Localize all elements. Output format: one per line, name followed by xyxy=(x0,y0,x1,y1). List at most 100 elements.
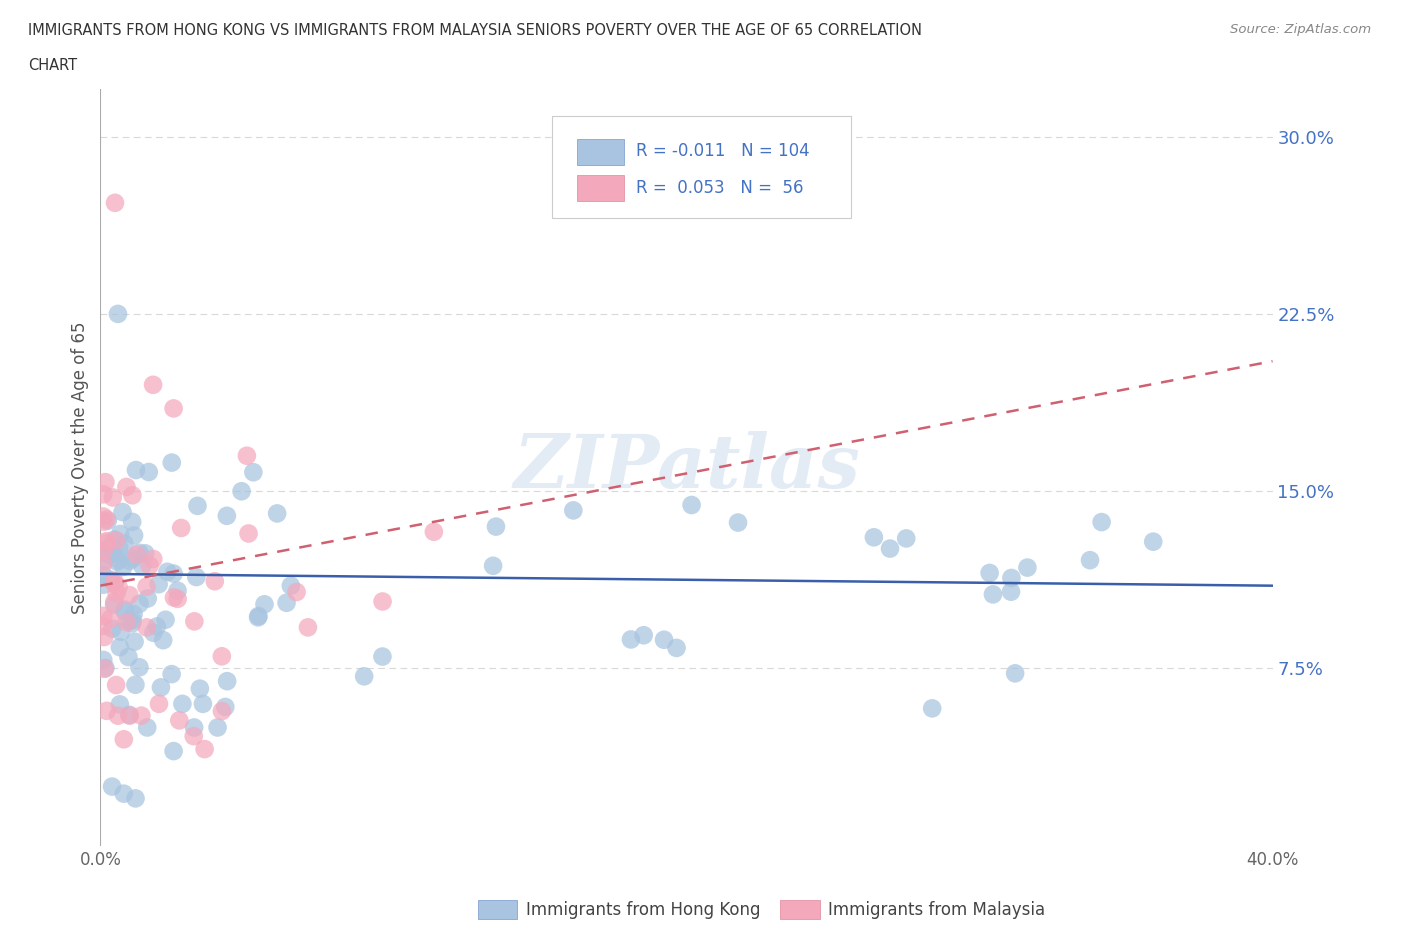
Point xyxy=(183,720,205,735)
Point xyxy=(138,558,160,573)
Point xyxy=(681,498,703,512)
Point xyxy=(93,543,115,558)
Point xyxy=(186,569,208,584)
Point xyxy=(93,553,115,568)
Point xyxy=(149,680,172,695)
Point xyxy=(108,697,131,711)
Point xyxy=(104,577,127,591)
Point xyxy=(91,568,114,583)
Point xyxy=(163,590,186,604)
Point xyxy=(727,515,749,530)
Point xyxy=(371,594,394,609)
Point xyxy=(1017,560,1039,575)
Point xyxy=(100,572,122,587)
Point xyxy=(125,547,148,562)
Point xyxy=(142,551,165,566)
Point xyxy=(172,697,194,711)
Point xyxy=(124,677,146,692)
Point xyxy=(107,579,129,594)
Point xyxy=(104,533,127,548)
Point xyxy=(211,704,233,719)
Point xyxy=(155,612,177,627)
Point xyxy=(146,619,169,634)
Point xyxy=(94,474,117,489)
Point xyxy=(112,536,135,551)
Point xyxy=(194,741,217,756)
Point xyxy=(188,681,211,696)
Point xyxy=(253,597,276,612)
Point xyxy=(186,498,208,513)
Text: CHART: CHART xyxy=(28,58,77,73)
Point xyxy=(863,530,886,545)
Point xyxy=(896,531,918,546)
Point xyxy=(148,577,170,591)
Point xyxy=(93,661,115,676)
Point xyxy=(96,512,118,526)
Point xyxy=(118,553,141,568)
Point xyxy=(101,546,124,561)
Point xyxy=(97,541,120,556)
Point xyxy=(138,465,160,480)
Point xyxy=(121,514,143,529)
Point xyxy=(98,611,121,626)
Point xyxy=(134,546,156,561)
Point xyxy=(105,678,128,693)
Point xyxy=(114,603,136,618)
Point xyxy=(91,556,114,571)
Point xyxy=(191,697,214,711)
Point xyxy=(981,587,1004,602)
Point xyxy=(215,509,238,524)
Point xyxy=(423,525,446,539)
Point xyxy=(169,713,191,728)
Point xyxy=(112,560,135,575)
Point xyxy=(162,401,184,416)
Point xyxy=(125,462,148,477)
Point xyxy=(91,509,114,524)
Text: Source: ZipAtlas.com: Source: ZipAtlas.com xyxy=(1230,23,1371,36)
Point xyxy=(103,532,125,547)
Point xyxy=(97,547,120,562)
Point xyxy=(160,455,183,470)
Point xyxy=(94,660,117,675)
FancyBboxPatch shape xyxy=(551,116,851,218)
Point xyxy=(111,505,134,520)
Text: R = -0.011   N = 104: R = -0.011 N = 104 xyxy=(636,142,810,160)
Point xyxy=(1000,584,1022,599)
Point xyxy=(142,625,165,640)
Point xyxy=(652,632,675,647)
Point xyxy=(238,526,260,541)
Point xyxy=(94,536,117,551)
Point xyxy=(112,732,135,747)
Point xyxy=(131,709,153,724)
Point xyxy=(121,488,143,503)
Point xyxy=(633,628,655,643)
Point xyxy=(128,660,150,675)
Point xyxy=(482,558,505,573)
Point xyxy=(297,620,319,635)
Point xyxy=(162,744,184,759)
Point xyxy=(148,697,170,711)
Point xyxy=(110,526,132,541)
Point xyxy=(96,534,118,549)
Point xyxy=(266,506,288,521)
Point xyxy=(105,586,128,601)
Point xyxy=(124,790,146,805)
Point xyxy=(121,616,143,631)
Text: Immigrants from Malaysia: Immigrants from Malaysia xyxy=(828,900,1045,919)
Point xyxy=(128,596,150,611)
Point xyxy=(101,779,124,794)
Point xyxy=(122,606,145,621)
Point xyxy=(879,541,901,556)
Point xyxy=(1078,552,1101,567)
Point xyxy=(236,448,259,463)
Point xyxy=(285,585,308,600)
Point xyxy=(96,703,118,718)
Point xyxy=(103,597,125,612)
Point xyxy=(93,514,115,529)
Point xyxy=(118,588,141,603)
Point xyxy=(91,608,114,623)
Point xyxy=(371,649,394,664)
Point xyxy=(162,566,184,581)
Point xyxy=(280,578,302,593)
Point xyxy=(160,667,183,682)
